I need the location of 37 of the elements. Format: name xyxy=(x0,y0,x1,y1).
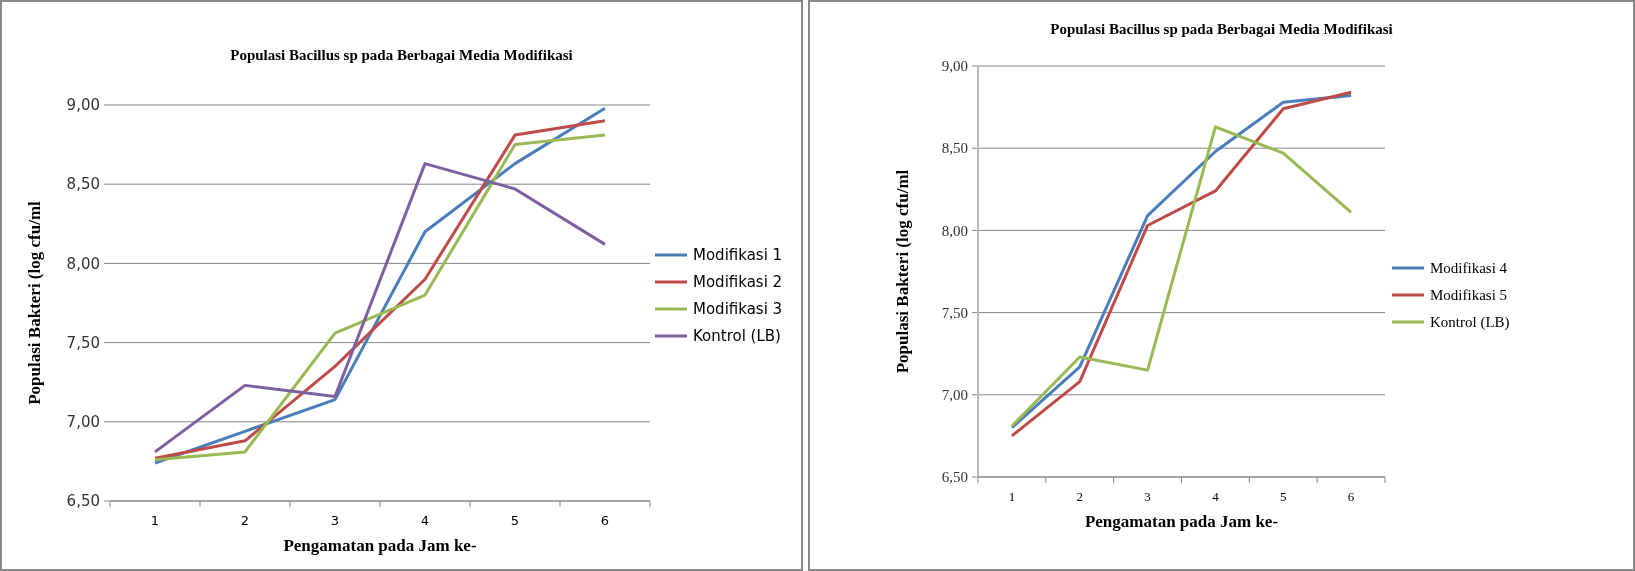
y-axis-title: Populasi Bakteri (log cfu/ml xyxy=(893,169,912,374)
y-tick-label: 6,50 xyxy=(66,492,100,511)
x-tick-label: 2 xyxy=(240,513,250,528)
y-tick-label: 7,50 xyxy=(66,333,100,352)
x-tick-label: 3 xyxy=(1144,489,1151,504)
y-tick-label: 7,00 xyxy=(66,413,100,432)
x-axis-title: Pengamatan pada Jam ke- xyxy=(1084,512,1279,531)
legend-label: Modifikasi 5 xyxy=(1430,287,1508,304)
y-tick-label: 9,00 xyxy=(941,58,968,75)
x-tick-label: 4 xyxy=(420,513,430,528)
x-tick-label: 2 xyxy=(1076,489,1083,504)
legend-label: Kontrol (LB) xyxy=(693,327,781,346)
y-tick-label: 8,00 xyxy=(941,222,968,239)
legend-label: Kontrol (LB) xyxy=(1430,314,1510,332)
y-tick-label: 8,00 xyxy=(66,254,100,273)
y-axis-title: Populasi Bakteri (log cfu/ml xyxy=(25,200,44,405)
y-tick-label: 9,00 xyxy=(66,96,100,115)
x-tick-label: 5 xyxy=(510,513,520,528)
legend-label: Modifikasi 1 xyxy=(693,246,783,265)
chart-title: Populasi Bacillus sp pada Berbagai Media Modifikasi xyxy=(1050,21,1393,37)
x-tick-label: 5 xyxy=(1280,489,1287,504)
y-tick-label: 7,50 xyxy=(941,304,968,321)
legend-label: Modifikasi 2 xyxy=(693,273,783,292)
x-tick-label: 3 xyxy=(330,513,340,528)
chart-title: Populasi Bacillus sp pada Berbagai Media Modifikasi xyxy=(230,47,573,63)
y-tick-label: 7,00 xyxy=(941,387,968,404)
x-tick-label: 6 xyxy=(1347,489,1355,504)
y-tick-label: 8,50 xyxy=(941,140,968,157)
y-tick-label: 8,50 xyxy=(66,175,100,194)
x-tick-label: 1 xyxy=(150,513,160,528)
y-tick-label: 6,50 xyxy=(941,469,968,486)
x-tick-label: 4 xyxy=(1212,489,1220,504)
legend-label: Modifikasi 4 xyxy=(1430,260,1508,277)
x-axis-title: Pengamatan pada Jam ke- xyxy=(283,536,477,555)
x-tick-label: 6 xyxy=(600,513,610,528)
legend-label: Modifikasi 3 xyxy=(693,300,783,319)
x-tick-label: 1 xyxy=(1008,489,1016,504)
